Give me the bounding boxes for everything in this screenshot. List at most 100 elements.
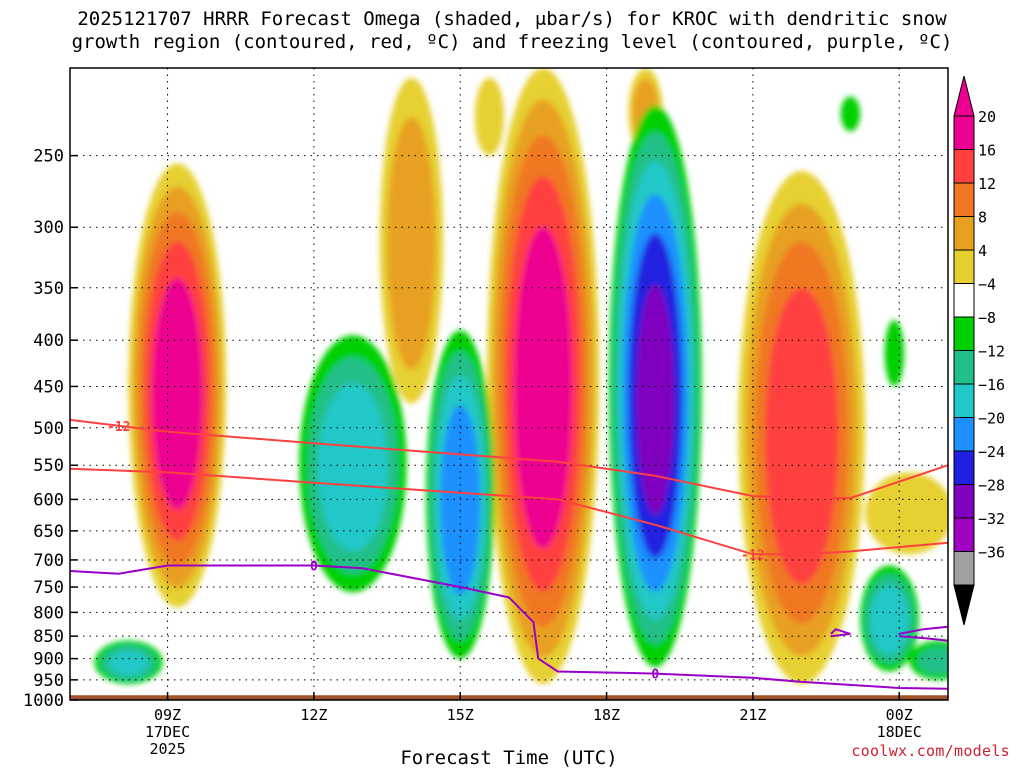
omega-contour-band	[386, 117, 437, 370]
colorbar-bin-3	[953, 182, 975, 217]
colorbar-label-14: −36	[978, 544, 1005, 562]
y-tick-label-300: 300	[33, 218, 64, 238]
plot-frame	[69, 67, 949, 701]
y-tick-label-450: 450	[33, 377, 64, 397]
omega-field	[94, 68, 948, 684]
omega-contour-band	[865, 472, 948, 555]
colorbar-bin-7	[953, 316, 975, 351]
omega-feature-1	[128, 163, 227, 608]
freezing-level-label-2: 0	[651, 668, 659, 683]
colorbar-label-3: 12	[978, 175, 996, 193]
chart-title-line-2: growth region (contoured, red, ºC) and f…	[71, 31, 953, 53]
colorbar-label-13: −32	[978, 510, 1005, 528]
colorbar-label-5: 4	[978, 242, 987, 260]
colorbar: 20 16 12 8 4 −4 −8 −12 −16 −20 −24 −28 −32 −36	[953, 75, 1005, 626]
credit-text: coolwx.com/models	[851, 742, 1010, 760]
x-tick-label-00Z: 00Z	[886, 706, 913, 724]
omega-contour-band	[917, 646, 948, 675]
colorbar-bin-4	[953, 216, 975, 251]
omega-contour-band	[440, 405, 480, 595]
colorbar-label-12: −28	[978, 477, 1005, 495]
grid	[70, 68, 948, 701]
omega-contour-band	[765, 288, 839, 585]
colorbar-label-6: −4	[978, 276, 996, 294]
colorbar-label-7: −8	[978, 309, 996, 327]
omega-contour-band	[513, 226, 573, 549]
colorbar-bottom-arrow	[953, 584, 975, 626]
x-axis-label: Forecast Time (UTC)	[400, 747, 617, 768]
y-tick-label-950: 950	[33, 671, 64, 691]
y-tick-label-750: 750	[33, 578, 64, 598]
omega-contour-band	[636, 284, 675, 515]
colorbar-bin-2	[953, 149, 975, 184]
x-tick-label-12Z: 12Z	[300, 706, 327, 724]
dgz-contour-label-1: -12	[107, 420, 130, 435]
freezing-level-segment-1	[830, 628, 851, 638]
dgz-contour-1	[70, 418, 948, 500]
colorbar-bin-13	[953, 517, 975, 552]
omega-feature-11	[94, 640, 163, 684]
x-tick-label-15Z: 15Z	[447, 706, 474, 724]
dgz-contour-2	[70, 467, 948, 556]
omega-contour-band	[884, 320, 905, 387]
omega-contour-band	[317, 383, 389, 552]
y-tick-label-250: 250	[33, 147, 64, 167]
omega-feature-12	[860, 565, 919, 672]
omega-contour-band	[151, 277, 203, 510]
colorbar-top-arrow	[953, 75, 975, 117]
colorbar-bin-6	[953, 283, 975, 318]
colorbar-bin-11	[953, 450, 975, 485]
omega-feature-3	[474, 77, 505, 156]
y-tick-label-1000: 1000	[23, 691, 64, 711]
chart-title-line-1: 2025121707 HRRR Forecast Omega (shaded, …	[77, 8, 947, 30]
omega-feature-6	[865, 472, 948, 555]
colorbar-bin-8	[953, 350, 975, 385]
omega-feature-9	[426, 330, 495, 659]
omega-feature-10	[608, 105, 702, 668]
dgz-contour-label-2: -12	[741, 548, 764, 563]
y-tick-label-650: 650	[33, 522, 64, 542]
x-tick-label-09Z: 09Z	[154, 706, 181, 724]
temperature-contours: -12 -12 0 0	[70, 418, 948, 690]
y-tick-label-700: 700	[33, 551, 64, 571]
colorbar-bin-9	[953, 383, 975, 418]
omega-contour-band	[870, 585, 909, 655]
freezing-level-segment-3	[899, 635, 948, 642]
x-tick-date-09Z: 17DEC	[145, 723, 190, 741]
omega-feature-8	[299, 335, 407, 593]
freezing-level-label-1: 0	[310, 560, 318, 575]
omega-contour-band	[474, 77, 505, 156]
omega-feature-15	[840, 96, 861, 132]
x-tick-label-18Z: 18Z	[593, 706, 620, 724]
colorbar-bin-14	[953, 551, 975, 586]
freezing-level-segment-2	[899, 625, 948, 635]
omega-contour-band	[840, 96, 861, 132]
axes: 250 300 350 400 450 500 550 600 650 700 750 800 850 9…	[23, 67, 949, 758]
colorbar-bin-5	[953, 249, 975, 284]
omega-contour-band	[108, 650, 149, 676]
colorbar-bin-1	[953, 115, 975, 150]
colorbar-label-8: −12	[978, 343, 1005, 361]
y-tick-label-500: 500	[33, 419, 64, 439]
colorbar-label-1: 20	[978, 108, 996, 126]
y-tick-label-600: 600	[33, 490, 64, 510]
y-tick-label-350: 350	[33, 279, 64, 299]
colorbar-bin-10	[953, 417, 975, 452]
y-tick-label-850: 850	[33, 627, 64, 647]
omega-shading	[94, 68, 948, 684]
freezing-level-contour	[70, 564, 948, 690]
x-tick-date-00Z: 18DEC	[877, 723, 922, 741]
colorbar-label-11: −24	[978, 443, 1005, 461]
colorbar-label-10: −20	[978, 410, 1005, 428]
y-tick-label-400: 400	[33, 331, 64, 351]
colorbar-label-4: 8	[978, 209, 987, 227]
x-tick-label-21Z: 21Z	[739, 706, 766, 724]
colorbar-label-9: −16	[978, 376, 1005, 394]
ground-fill	[70, 695, 948, 700]
omega-feature-5	[738, 171, 866, 684]
y-tick-label-900: 900	[33, 650, 64, 670]
x-tick-year-09Z: 2025	[149, 740, 185, 758]
ground-surface	[70, 695, 948, 700]
omega-feature-4	[487, 68, 600, 684]
